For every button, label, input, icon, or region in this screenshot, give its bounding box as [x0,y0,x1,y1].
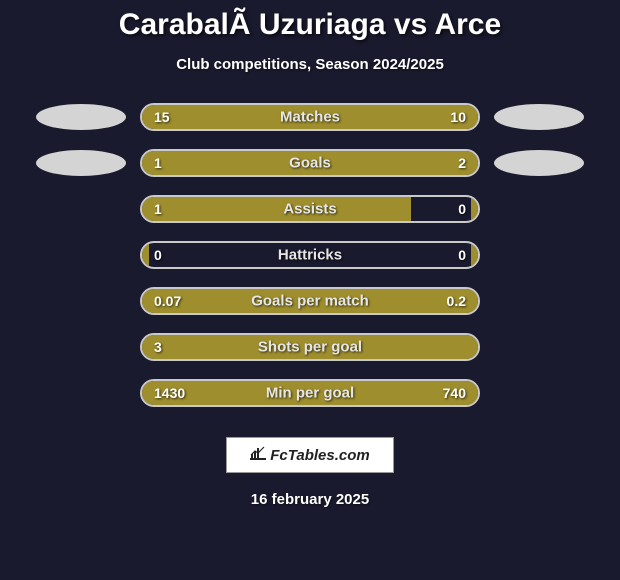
stat-label: Hattricks [278,247,342,264]
footer-logo-text: FcTables.com [270,447,369,464]
player-badge-left [36,150,126,176]
stat-value-right: 10 [450,109,466,125]
stat-value-right: 0 [458,201,466,217]
chart-icon [250,446,266,465]
stat-value-left: 1 [154,201,162,217]
stat-bar: 3 Shots per goal [140,333,480,361]
stat-value-left: 1430 [154,385,185,401]
footer-date: 16 february 2025 [251,491,369,508]
stat-row: 3 Shots per goal [36,333,584,361]
player-badge-right [494,104,584,130]
stat-label: Goals per match [251,293,369,310]
stat-bar: 1 Goals 2 [140,149,480,177]
stat-bar: 15 Matches 10 [140,103,480,131]
bar-fill-left [142,197,411,221]
bar-fill-right [253,151,478,175]
stat-row: 1 Assists 0 [36,195,584,223]
stat-row: 0 Hattricks 0 [36,241,584,269]
footer-logo-box[interactable]: FcTables.com [226,437,394,473]
stat-bar: 0.07 Goals per match 0.2 [140,287,480,315]
stat-bar: 1430 Min per goal 740 [140,379,480,407]
stat-row: 1430 Min per goal 740 [36,379,584,407]
stat-value-left: 3 [154,339,162,355]
stat-label: Assists [283,201,336,218]
stat-row: 0.07 Goals per match 0.2 [36,287,584,315]
stat-label: Min per goal [266,385,354,402]
stats-container: 15 Matches 10 1 Goals 2 1 Assists 0 0 Hattricks 0 0.… [36,103,584,425]
stat-value-left: 0 [154,247,162,263]
stat-row: 1 Goals 2 [36,149,584,177]
page-title: CarabalÃ­ Uzuriaga vs Arce [119,8,501,42]
stat-value-left: 0.07 [154,293,181,309]
player-badge-right [494,150,584,176]
stat-bar: 1 Assists 0 [140,195,480,223]
stat-value-left: 1 [154,155,162,171]
stat-label: Goals [289,155,331,172]
stat-value-left: 15 [154,109,170,125]
stat-label: Matches [280,109,340,126]
player-badge-left [36,104,126,130]
stat-value-right: 0.2 [447,293,466,309]
bar-fill-right [471,243,478,267]
bar-fill-left [142,243,149,267]
subtitle: Club competitions, Season 2024/2025 [176,56,444,73]
stat-bar: 0 Hattricks 0 [140,241,480,269]
stat-value-right: 0 [458,247,466,263]
stat-value-right: 2 [458,155,466,171]
bar-fill-right [471,197,478,221]
stat-row: 15 Matches 10 [36,103,584,131]
stat-label: Shots per goal [258,339,362,356]
stat-value-right: 740 [443,385,466,401]
